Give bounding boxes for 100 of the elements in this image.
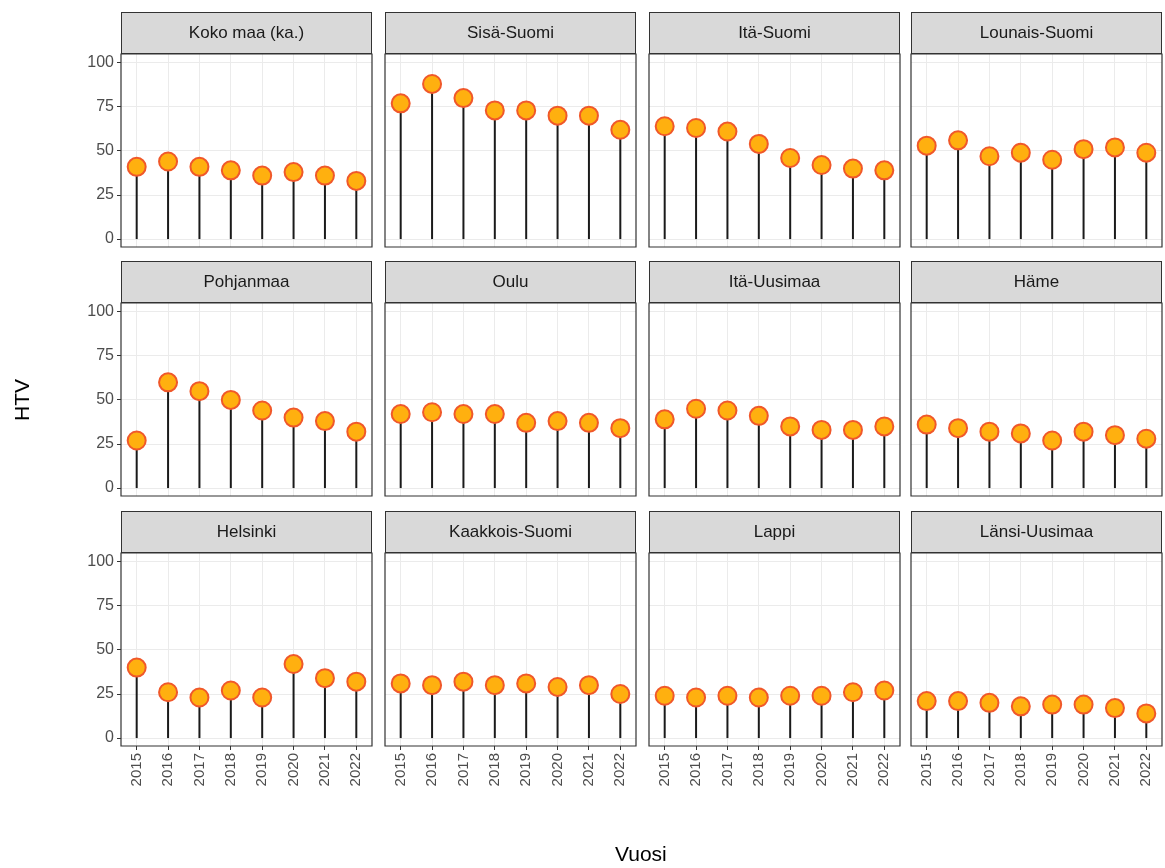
point <box>422 73 443 94</box>
point <box>283 407 304 428</box>
x-tick-label: 2017 <box>717 753 735 787</box>
y-tick-label: 75 <box>96 97 115 115</box>
point <box>1073 421 1094 442</box>
point <box>1042 149 1063 170</box>
x-axis-title: Vuosi <box>615 842 667 866</box>
point <box>220 160 241 181</box>
x-tick-label: 2016 <box>422 753 440 787</box>
y-tick-label: 75 <box>96 596 115 614</box>
point <box>1073 694 1094 715</box>
point <box>780 147 801 168</box>
point <box>1073 139 1094 160</box>
point <box>516 100 537 121</box>
y-tick-label: 100 <box>87 552 115 570</box>
point <box>654 409 675 430</box>
point <box>189 381 210 402</box>
point <box>252 400 273 421</box>
point <box>158 682 179 703</box>
point <box>842 158 863 179</box>
point <box>717 400 738 421</box>
point <box>578 105 599 126</box>
y-tick-label: 25 <box>96 185 115 203</box>
x-tick-label: 2020 <box>811 753 829 787</box>
y-axis-title: HTV <box>10 378 34 421</box>
x-tick-label: 2017 <box>979 753 997 787</box>
point <box>422 675 443 696</box>
chart-title: Pohjanmaa <box>121 261 372 303</box>
chart-title: Länsi-Uusimaa <box>911 511 1162 553</box>
point <box>874 416 895 437</box>
chart-title: Sisä-Suomi <box>385 12 636 54</box>
x-tick-label: 2021 <box>315 753 333 787</box>
y-tick-label: 0 <box>105 478 115 496</box>
point <box>842 419 863 440</box>
point <box>314 668 335 689</box>
point <box>390 673 411 694</box>
chart-title: Oulu <box>385 261 636 303</box>
x-tick-label: 2017 <box>189 753 207 787</box>
point <box>220 680 241 701</box>
chart-title: Häme <box>911 261 1162 303</box>
point <box>346 170 367 191</box>
point <box>158 372 179 393</box>
y-tick-label: 75 <box>96 346 115 364</box>
point <box>189 687 210 708</box>
x-tick-label: 2019 <box>1042 753 1060 787</box>
x-tick-label: 2021 <box>843 753 861 787</box>
x-tick-label: 2020 <box>547 753 565 787</box>
point <box>1136 428 1157 449</box>
x-tick-label: 2018 <box>220 753 238 787</box>
y-tick-label: 25 <box>96 684 115 702</box>
point <box>453 404 474 425</box>
x-tick-label: 2016 <box>948 753 966 787</box>
point <box>874 680 895 701</box>
x-tick-label: 2022 <box>1136 753 1154 787</box>
chart-title: Kaakkois-Suomi <box>385 511 636 553</box>
point <box>453 671 474 692</box>
chart-title: Itä-Suomi <box>649 12 900 54</box>
x-tick-label: 2016 <box>158 753 176 787</box>
point <box>314 165 335 186</box>
point <box>314 411 335 432</box>
point <box>686 398 707 419</box>
x-tick-label: 2018 <box>484 753 502 787</box>
x-tick-label: 2021 <box>1105 753 1123 787</box>
x-tick-label: 2022 <box>874 753 892 787</box>
point <box>780 416 801 437</box>
point <box>948 691 969 712</box>
point <box>1104 137 1125 158</box>
point <box>874 160 895 181</box>
point <box>654 685 675 706</box>
x-tick-label: 2020 <box>1073 753 1091 787</box>
point <box>1136 703 1157 724</box>
point <box>979 692 1000 713</box>
y-tick-label: 0 <box>105 229 115 247</box>
x-tick-label: 2019 <box>252 753 270 787</box>
point <box>1042 694 1063 715</box>
x-tick-label: 2015 <box>654 753 672 787</box>
point <box>390 404 411 425</box>
point <box>686 687 707 708</box>
point <box>916 414 937 435</box>
y-tick-label: 50 <box>96 390 115 408</box>
point <box>346 671 367 692</box>
y-tick-label: 100 <box>87 53 115 71</box>
x-tick-label: 2015 <box>916 753 934 787</box>
chart-title: Koko maa (ka.) <box>121 12 372 54</box>
point <box>842 682 863 703</box>
point <box>547 411 568 432</box>
point <box>252 165 273 186</box>
point <box>547 105 568 126</box>
point <box>484 675 505 696</box>
chart-title: Helsinki <box>121 511 372 553</box>
point <box>126 430 147 451</box>
point <box>516 412 537 433</box>
y-tick-label: 50 <box>96 640 115 658</box>
point <box>979 421 1000 442</box>
point <box>748 687 769 708</box>
chart-title: Lounais-Suomi <box>911 12 1162 54</box>
x-tick-label: 2022 <box>610 753 628 787</box>
point <box>780 685 801 706</box>
y-tick-label: 100 <box>87 302 115 320</box>
point <box>811 419 832 440</box>
